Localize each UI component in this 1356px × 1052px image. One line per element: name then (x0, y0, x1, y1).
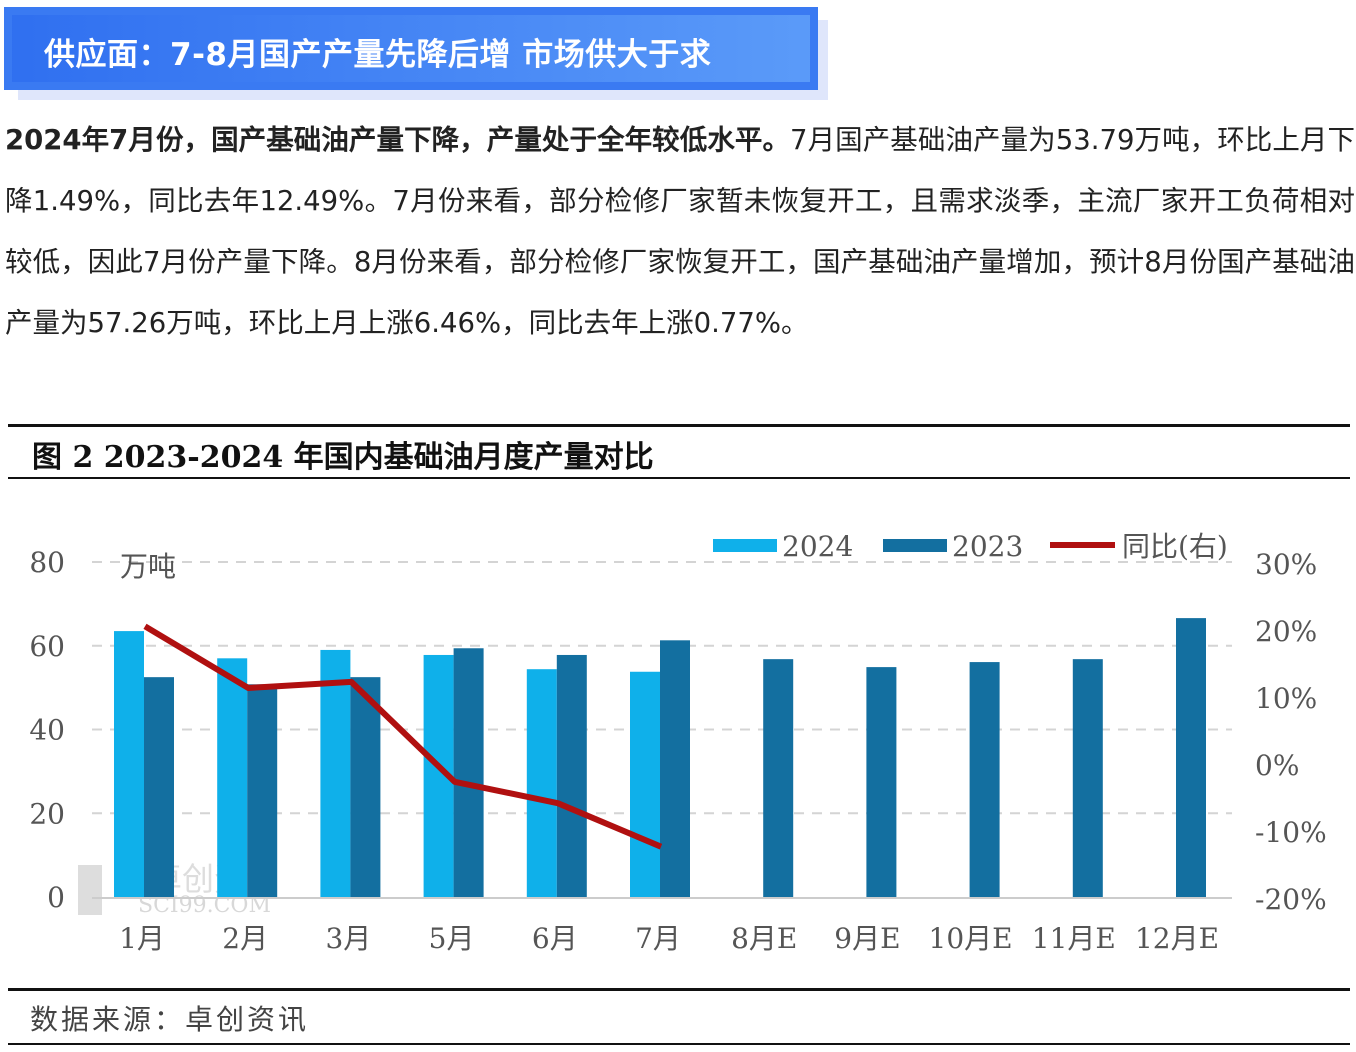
x-tick-label: 5月 (429, 922, 475, 955)
y2-tick-label: -20% (1255, 883, 1327, 916)
bar-2023 (866, 667, 897, 897)
legend-label-2023: 2023 (952, 530, 1023, 563)
x-tick-label: 6月 (532, 922, 578, 955)
paragraph-text: 7月国产基础油产量为53.79万吨，环比上月下降1.49%，同比去年12.49%… (5, 124, 1355, 339)
x-tick-label: 2月 (222, 922, 268, 955)
bar-2023 (969, 662, 1000, 897)
bar-2023 (453, 648, 484, 897)
bar-2023 (556, 654, 587, 897)
bar-2023 (660, 640, 690, 897)
legend-label-yoy: 同比(右) (1122, 530, 1228, 563)
x-tick-label: 1月 (119, 922, 165, 955)
figure-title: 图 2 2023-2024 年国内基础油月度产量对比 (32, 440, 654, 475)
y-tick-label: 80 (29, 546, 65, 579)
y-tick-label: 0 (47, 881, 65, 914)
bar-2024 (114, 631, 144, 897)
x-tick-label: 10月E (929, 922, 1013, 955)
data-source: 数据来源：卓创资讯 (30, 1003, 310, 1036)
x-tick-label: 8月E (731, 922, 797, 955)
y-tick-label: 60 (29, 630, 65, 663)
section-banner: 供应面：7-8月国产产量先降后增 市场供大于求 (4, 7, 818, 90)
legend-swatch-2023 (883, 539, 947, 552)
body-paragraph: 2024年7月份，国产基础油产量下降，产量处于全年较低水平。7月国产基础油产量为… (5, 110, 1355, 354)
x-tick-label: 11月E (1032, 922, 1116, 955)
bar-2023 (247, 684, 278, 897)
bar-2024 (320, 649, 351, 897)
divider (8, 1043, 1350, 1045)
bar-2024 (526, 669, 557, 897)
bar-2023 (350, 677, 381, 897)
bar-2023 (763, 659, 794, 897)
divider (8, 988, 1350, 991)
y-axis-unit: 万吨 (120, 550, 176, 583)
bar-2023 (144, 677, 174, 897)
divider (8, 424, 1350, 427)
watermark-logo (78, 865, 102, 915)
paragraph-lead: 2024年7月份，国产基础油产量下降，产量处于全年较低水平。 (5, 124, 791, 156)
y-tick-label: 40 (29, 714, 65, 747)
legend-label-2024: 2024 (782, 530, 853, 563)
y2-tick-label: 30% (1255, 548, 1317, 581)
bar-2024 (630, 671, 660, 897)
x-tick-label: 7月 (635, 922, 681, 955)
x-tick-label: 9月E (834, 922, 900, 955)
divider (8, 477, 1350, 479)
y2-tick-label: -10% (1255, 816, 1327, 849)
legend-swatch-2024 (713, 539, 777, 552)
y-tick-label: 20 (29, 797, 65, 830)
y2-tick-label: 20% (1255, 615, 1317, 648)
bar-2023 (1072, 659, 1103, 897)
x-tick-label: 3月 (325, 922, 371, 955)
y2-tick-label: 0% (1255, 749, 1299, 782)
x-tick-label: 12月E (1135, 922, 1219, 955)
yoy-line (143, 623, 663, 850)
bar-2023 (1176, 618, 1206, 897)
y2-tick-label: 10% (1255, 682, 1317, 715)
section-title: 供应面：7-8月国产产量先降后增 市场供大于求 (44, 37, 712, 73)
bar-2024 (217, 658, 248, 897)
